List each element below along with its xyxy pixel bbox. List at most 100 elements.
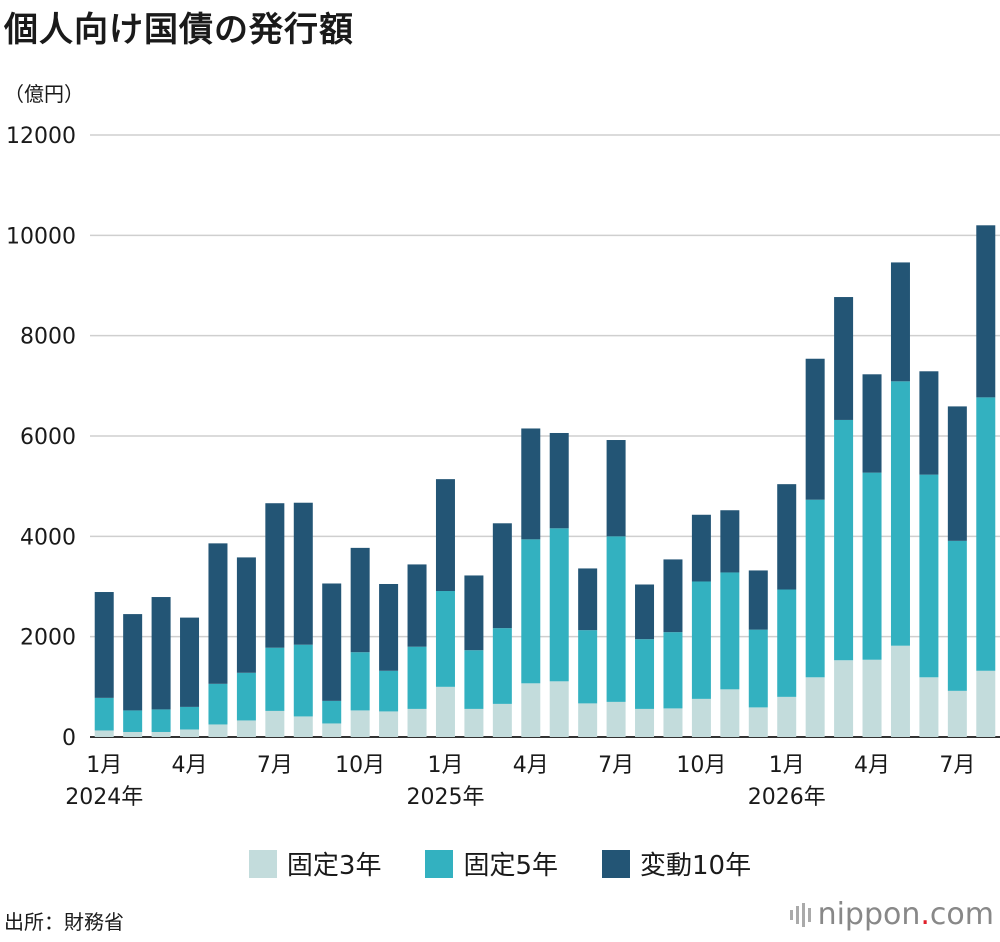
bar-segment-floating-10y (976, 225, 996, 398)
bar-segment-fixed-5y (492, 628, 512, 704)
bar-segment-floating-10y (379, 583, 399, 671)
bar-segment-floating-10y (350, 547, 370, 653)
bar-segment-fixed-3y (777, 696, 797, 737)
bar-segment-fixed-3y (208, 724, 228, 737)
bar-segment-fixed-5y (293, 644, 313, 717)
bars (94, 225, 996, 737)
bar-segment-fixed-5y (606, 536, 626, 702)
bar-segment-floating-10y (862, 374, 882, 473)
legend-label: 変動10年 (640, 851, 752, 881)
legend-item-fixed-5y: 固定5年 (425, 845, 558, 882)
bar-segment-fixed-5y (123, 710, 143, 732)
bar-segment-fixed-3y (691, 698, 711, 737)
bar-segment-fixed-3y (919, 677, 939, 737)
bar-segment-floating-10y (777, 484, 797, 590)
x-tick-label-month: 1月 (769, 753, 805, 778)
bar-segment-fixed-3y (976, 670, 996, 737)
bar-segment-floating-10y (94, 592, 114, 698)
bar-segment-fixed-3y (123, 731, 143, 737)
x-tick-label-month: 4月 (854, 753, 890, 778)
bar-segment-fixed-5y (379, 670, 399, 712)
bar-segment-fixed-5y (805, 499, 825, 678)
bar-segment-floating-10y (549, 432, 569, 529)
bar-segment-floating-10y (407, 564, 427, 647)
bar-segment-floating-10y (293, 502, 313, 645)
bar-segment-fixed-3y (805, 677, 825, 737)
bar-segment-fixed-5y (208, 683, 228, 725)
bar-segment-fixed-5y (180, 706, 200, 730)
bar-segment-fixed-5y (322, 700, 342, 724)
bar-segment-fixed-5y (94, 697, 114, 731)
bar-segment-fixed-3y (151, 731, 171, 737)
x-tick-label-year: 2025年 (406, 785, 484, 810)
bar-segment-floating-10y (236, 557, 256, 673)
bar-segment-fixed-5y (720, 572, 740, 690)
bar-segment-fixed-3y (407, 708, 427, 737)
bar-segment-fixed-5y (947, 540, 967, 691)
bar-segment-fixed-3y (236, 720, 256, 737)
bar-segment-fixed-3y (947, 690, 967, 737)
bar-segment-fixed-5y (919, 474, 939, 678)
y-tick-label: 2000 (20, 626, 76, 651)
bar-segment-floating-10y (265, 503, 285, 648)
logo-text-dot: . (920, 897, 930, 932)
bar-segment-fixed-3y (748, 707, 768, 737)
bar-segment-floating-10y (691, 514, 711, 582)
bar-segment-fixed-3y (265, 710, 285, 737)
legend-swatch (248, 849, 277, 878)
bar-segment-floating-10y (464, 575, 484, 651)
bar-segment-fixed-3y (180, 729, 200, 737)
bar-segment-fixed-5y (890, 381, 910, 646)
legend-swatch (425, 849, 454, 878)
bar-segment-floating-10y (521, 428, 541, 540)
x-tick-label-month: 1月 (86, 753, 122, 778)
bar-segment-fixed-5y (663, 632, 683, 709)
bar-segment-fixed-3y (293, 716, 313, 737)
bar-segment-fixed-3y (606, 701, 626, 737)
bar-segment-fixed-5y (521, 539, 541, 684)
bar-segment-floating-10y (180, 617, 200, 707)
y-axis-tick-labels: 0 2000 4000 6000 8000 10000 12000 (6, 124, 76, 751)
x-tick-label-month: 10月 (676, 753, 726, 778)
y-axis-unit-label: （億円） (4, 82, 84, 106)
legend-label: 固定5年 (463, 851, 558, 881)
bar-segment-fixed-3y (663, 708, 683, 737)
bar-segment-floating-10y (208, 543, 228, 684)
bar-segment-fixed-3y (435, 686, 455, 737)
bar-segment-fixed-5y (748, 629, 768, 708)
bar-segment-fixed-5y (635, 639, 655, 709)
bar-segment-fixed-5y (407, 646, 427, 709)
x-tick-label-month: 10月 (335, 753, 385, 778)
bar-segment-fixed-3y (720, 689, 740, 737)
bar-segment-fixed-5y (777, 589, 797, 697)
y-tick-label: 8000 (20, 325, 76, 350)
bar-segment-floating-10y (635, 584, 655, 640)
bar-segment-fixed-3y (890, 645, 910, 737)
bar-segment-fixed-5y (265, 647, 285, 711)
bar-segment-fixed-3y (862, 659, 882, 737)
legend-swatch (602, 849, 630, 878)
x-tick-label-month: 1月 (427, 753, 463, 778)
y-tick-label: 0 (62, 726, 76, 751)
y-tick-label: 4000 (20, 525, 76, 550)
logo-text-com: com (929, 897, 994, 932)
bar-segment-fixed-3y (322, 723, 342, 737)
bar-segment-fixed-5y (549, 528, 569, 682)
source-note: 出所：財務省 (4, 910, 124, 934)
bar-segment-floating-10y (435, 479, 455, 592)
y-tick-label: 10000 (6, 224, 76, 249)
nippon-com-logo[interactable]: nippon.com (789, 897, 994, 932)
logo-text-nippon: nippon (817, 897, 921, 932)
bar-segment-fixed-3y (635, 708, 655, 737)
bar-segment-floating-10y (720, 510, 740, 573)
x-tick-label-year: 2026年 (748, 785, 826, 810)
bar-segment-fixed-5y (350, 652, 370, 711)
bar-segment-floating-10y (919, 371, 939, 475)
bar-segment-floating-10y (492, 523, 512, 629)
bar-segment-fixed-5y (464, 650, 484, 709)
bar-segment-floating-10y (151, 597, 171, 710)
legend-item-fixed-3y: 固定3年 (248, 845, 381, 882)
x-tick-label-month: 4月 (513, 753, 549, 778)
legend-item-floating-10y: 変動10年 (602, 845, 751, 882)
